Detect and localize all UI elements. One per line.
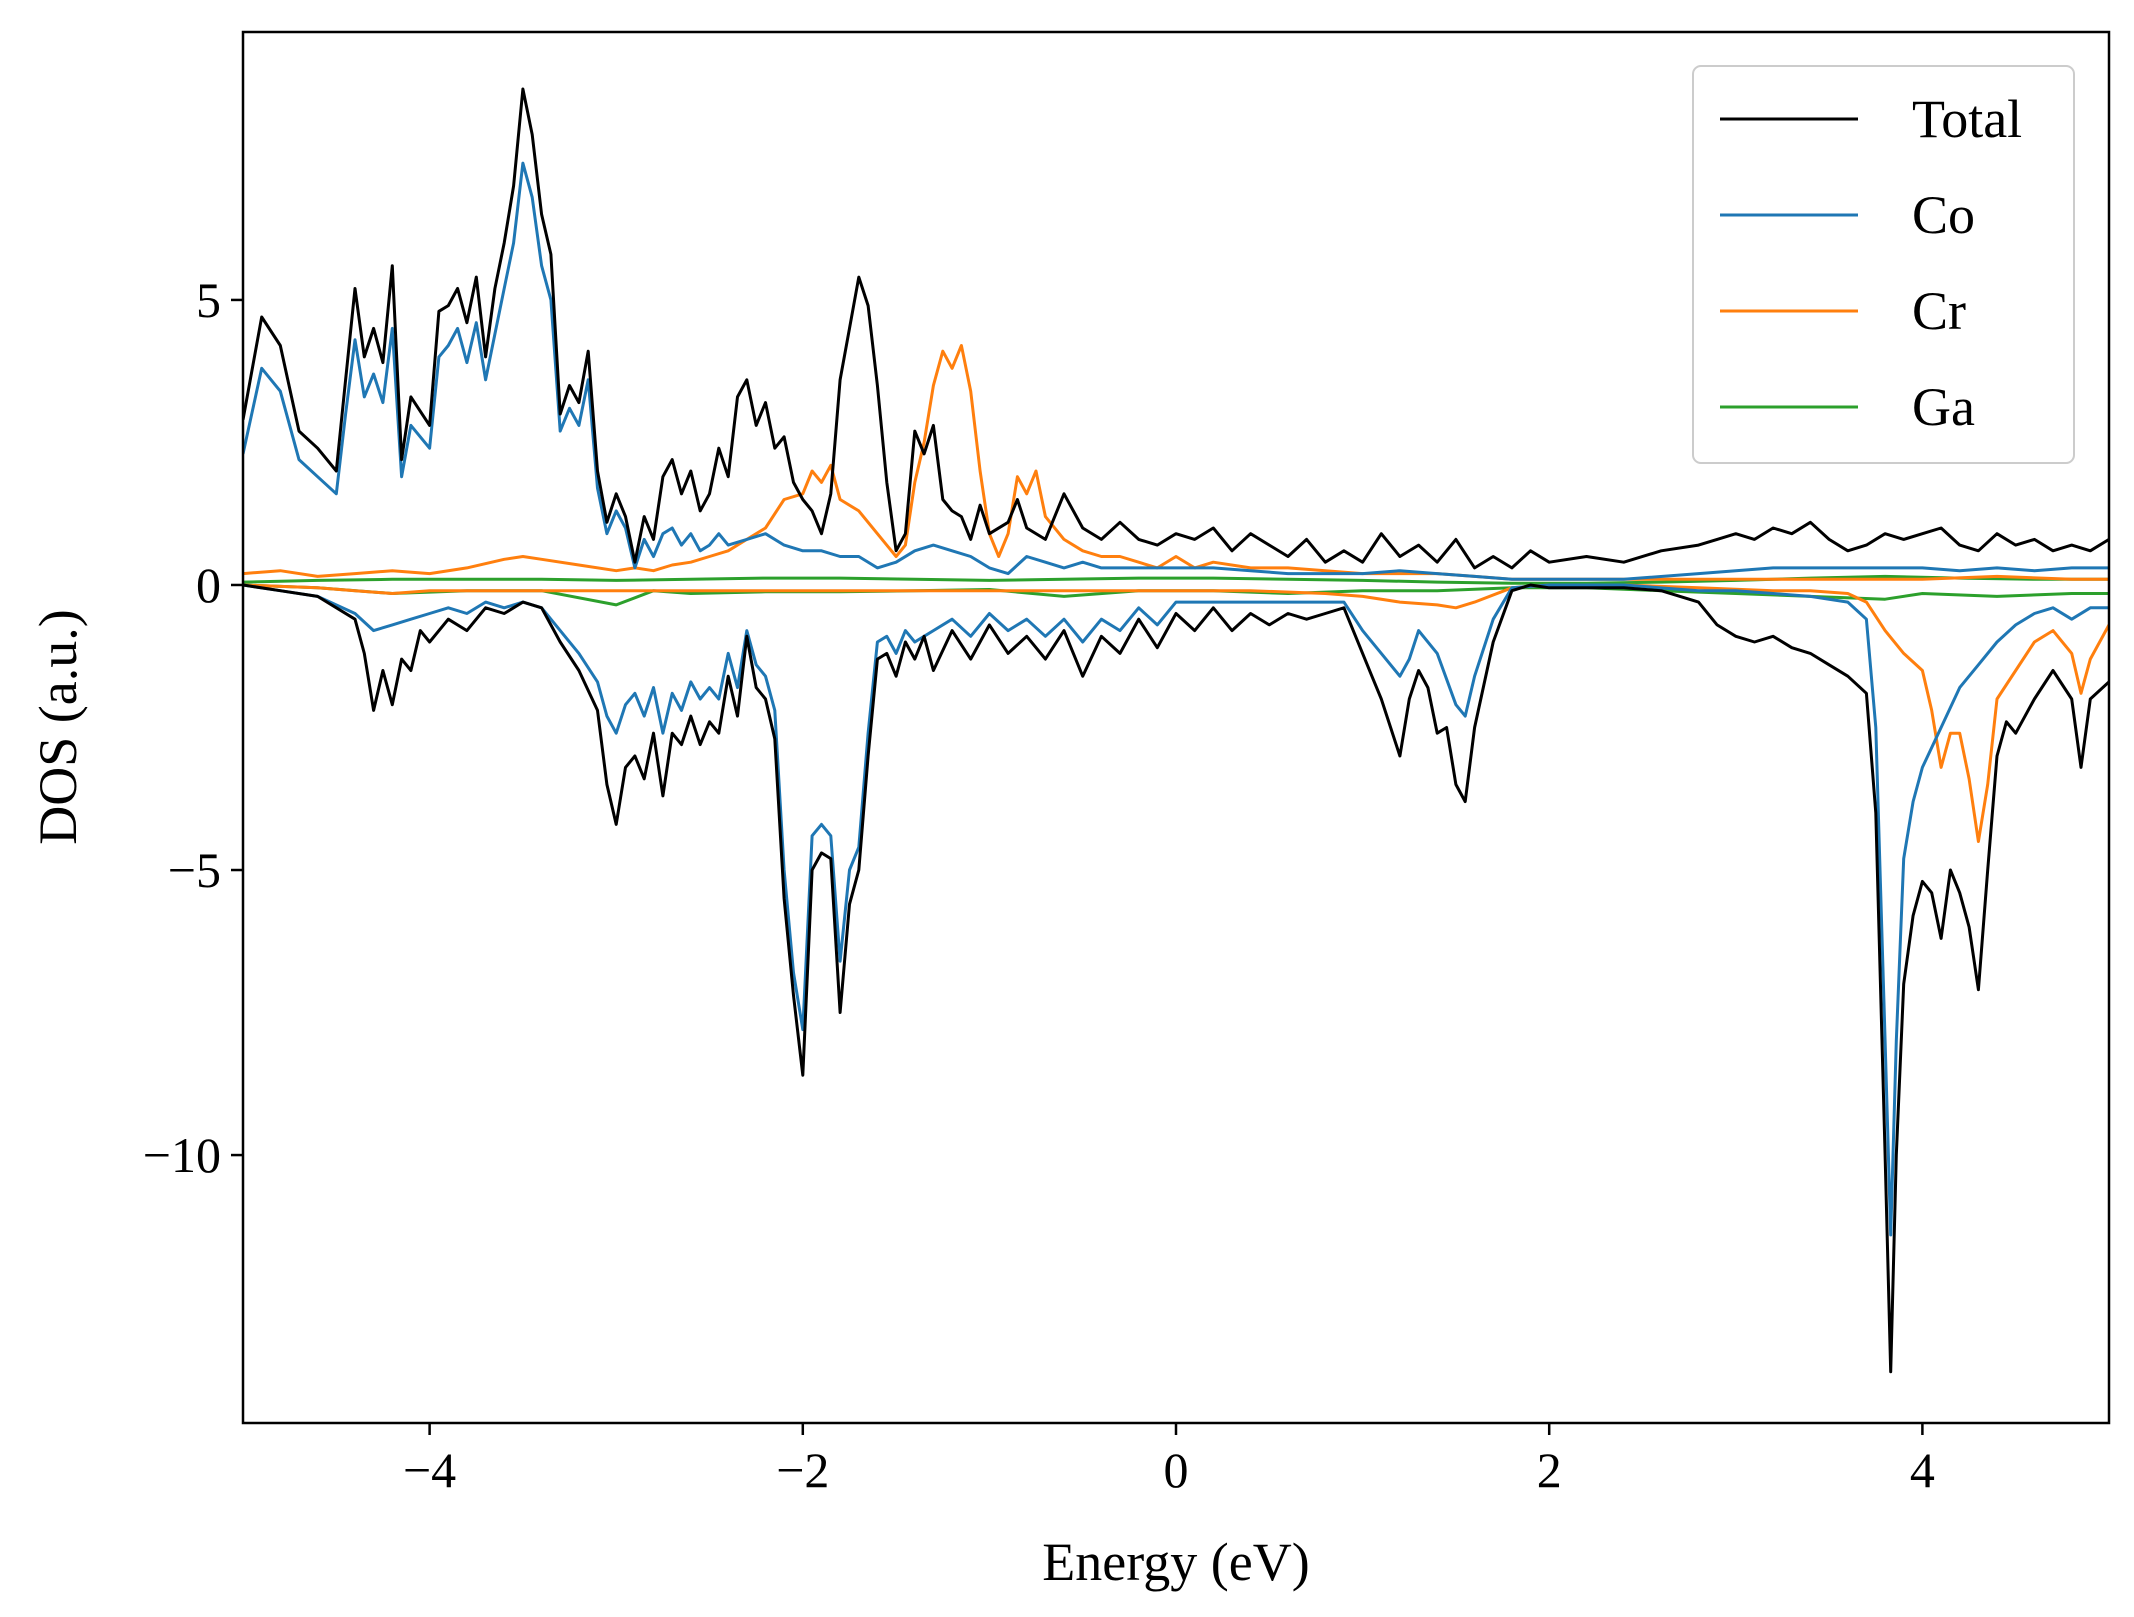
series-line-total-down <box>243 583 2109 1374</box>
x-tick-label: 0 <box>1164 1442 1189 1498</box>
legend-label-ga: Ga <box>1912 377 1975 437</box>
series-line-co-up <box>243 161 2109 581</box>
y-tick-label: −5 <box>168 842 221 898</box>
x-axis-label: Energy (eV) <box>1042 1532 1309 1592</box>
x-tick-label: 4 <box>1910 1442 1935 1498</box>
series-line-total-up <box>243 87 2109 570</box>
series-line-co-down <box>243 583 2109 1237</box>
series-line-cr-up <box>243 344 2109 581</box>
y-tick-label: −10 <box>143 1127 221 1183</box>
legend-box <box>1692 65 2075 464</box>
legend: Total Co Cr Ga <box>1692 65 2075 464</box>
y-axis-ticks: −10 −5 0 5 <box>143 272 243 1183</box>
series-layer <box>243 87 2109 1374</box>
x-tick-label: −4 <box>403 1442 456 1498</box>
y-tick-label: 5 <box>196 272 221 328</box>
y-axis-label: DOS (a.u.) <box>28 609 88 844</box>
y-tick-label: 0 <box>196 557 221 613</box>
legend-label-total: Total <box>1912 89 2022 149</box>
legend-label-cr: Cr <box>1912 281 1966 341</box>
x-axis-ticks: −4 −2 0 2 4 <box>403 1423 1935 1498</box>
x-tick-label: −2 <box>776 1442 829 1498</box>
x-tick-label: 2 <box>1537 1442 1562 1498</box>
legend-label-co: Co <box>1912 185 1975 245</box>
